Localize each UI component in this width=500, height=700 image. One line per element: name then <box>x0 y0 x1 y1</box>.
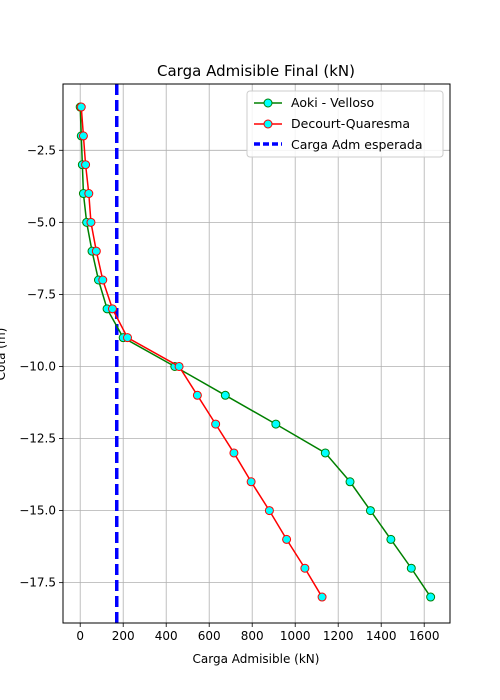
data-point <box>84 189 94 199</box>
series-layer <box>75 102 436 602</box>
data-point <box>76 102 86 112</box>
y-tick-label: −2.5 <box>27 143 56 157</box>
legend-label-reference: Carga Adm esperada <box>291 137 423 152</box>
data-point <box>86 217 96 227</box>
legend-marker-decourt <box>263 119 273 129</box>
chart-title: Carga Admisible Final (kN) <box>157 62 355 80</box>
data-point <box>229 448 239 458</box>
x-tick-label: 400 <box>155 629 178 643</box>
legend-label-aoki: Aoki - Velloso <box>291 95 374 110</box>
data-point <box>264 506 274 516</box>
data-point <box>406 563 416 573</box>
grid <box>63 84 450 623</box>
data-point <box>91 246 101 256</box>
data-point <box>317 592 327 602</box>
data-point <box>246 477 256 487</box>
series-1 <box>76 102 327 602</box>
data-point <box>426 592 436 602</box>
data-point <box>107 304 117 314</box>
data-point <box>81 160 91 170</box>
x-tick-label: 600 <box>198 629 221 643</box>
data-point <box>320 448 330 458</box>
x-tick-label: 800 <box>241 629 264 643</box>
x-axis-label: Carga Admisible (kN) <box>193 652 320 666</box>
data-point <box>98 275 108 285</box>
data-point <box>220 390 230 400</box>
x-tick-label: 1400 <box>366 629 397 643</box>
y-axis-label: Cota (m) <box>0 328 8 381</box>
data-point <box>271 419 281 429</box>
data-point <box>282 534 292 544</box>
legend-box <box>246 90 444 158</box>
y-tick-label: −12.5 <box>19 432 56 446</box>
x-tick-label: 0 <box>76 629 84 643</box>
data-point <box>123 333 132 343</box>
data-point <box>300 563 310 573</box>
y-tick-label: −15.0 <box>19 504 56 518</box>
legend: Aoki - Velloso Decourt-Quaresma Carga Ad… <box>246 90 444 158</box>
data-point <box>345 477 355 487</box>
legend-marker-aoki <box>263 98 273 108</box>
y-tick-label: −10.0 <box>19 359 56 373</box>
data-point <box>386 534 396 544</box>
series-line <box>80 107 323 598</box>
x-tick-label: 1200 <box>323 629 354 643</box>
x-tick-label: 1600 <box>409 629 440 643</box>
legend-label-decourt: Decourt-Quaresma <box>291 116 410 131</box>
data-point <box>174 361 184 371</box>
y-tick-label: −7.5 <box>27 287 56 301</box>
x-tick-label: 1000 <box>280 629 311 643</box>
data-point <box>192 390 202 400</box>
data-point <box>365 506 375 516</box>
plot-frame <box>62 83 451 624</box>
x-tick-label: 200 <box>112 629 135 643</box>
y-tick-label: −5.0 <box>27 215 56 229</box>
data-point <box>78 131 88 141</box>
data-point <box>211 419 221 429</box>
y-axis-ticks: −2.5 −5.0 −7.5 −10.0 −12.5 −15.0 −17.5 <box>19 143 63 590</box>
series-line <box>79 107 432 598</box>
y-tick-label: −17.5 <box>19 576 56 590</box>
x-axis-ticks: 0 200 400 600 800 1000 1200 1400 1600 <box>76 623 439 643</box>
